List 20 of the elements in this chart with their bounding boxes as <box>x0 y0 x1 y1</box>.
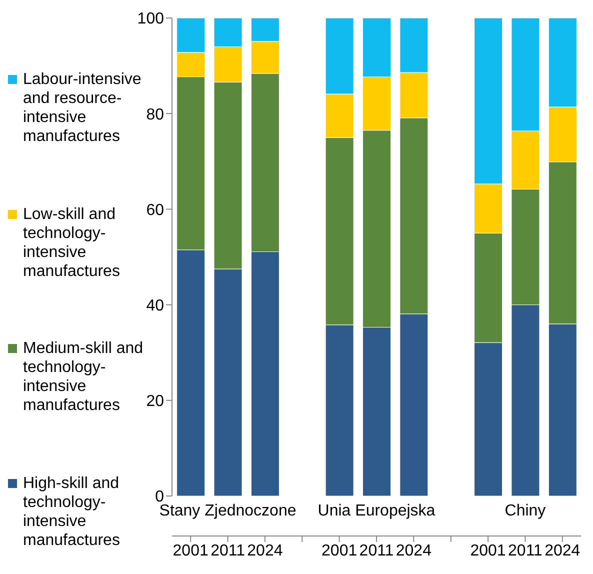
x-tick-label: 2024 <box>396 542 432 560</box>
x-tick-label: 2001 <box>172 542 208 560</box>
y-tick-label: 40 <box>146 297 164 314</box>
x-tick-label: 2011 <box>359 542 394 560</box>
x-tick-label: 2001 <box>470 542 506 560</box>
text: Unia Europejska <box>318 502 436 520</box>
legend-label: Labour-intensive and resource-intensive manufactures <box>23 71 142 145</box>
text: Chiny <box>504 502 546 520</box>
x-tick-label: 2011 <box>508 542 543 560</box>
y-tick-label: 100 <box>137 10 164 28</box>
y-tick-label: 20 <box>146 393 164 410</box>
legend-label: Low-skill and technology-intensive manufactures <box>23 206 120 280</box>
legend-label: High-skill and technology-intensive manufactures <box>23 474 120 549</box>
legend-label: Medium-skill and technology-intensive manufactures <box>23 340 144 414</box>
x-tick-label: 2024 <box>544 542 580 560</box>
x-tick-label: 2011 <box>210 542 246 560</box>
y-tick-label: 60 <box>146 202 164 219</box>
x-tick-label: 2001 <box>322 542 358 560</box>
x-tick-label: 2024 <box>247 542 283 560</box>
y-tick-label: 80 <box>146 106 164 124</box>
